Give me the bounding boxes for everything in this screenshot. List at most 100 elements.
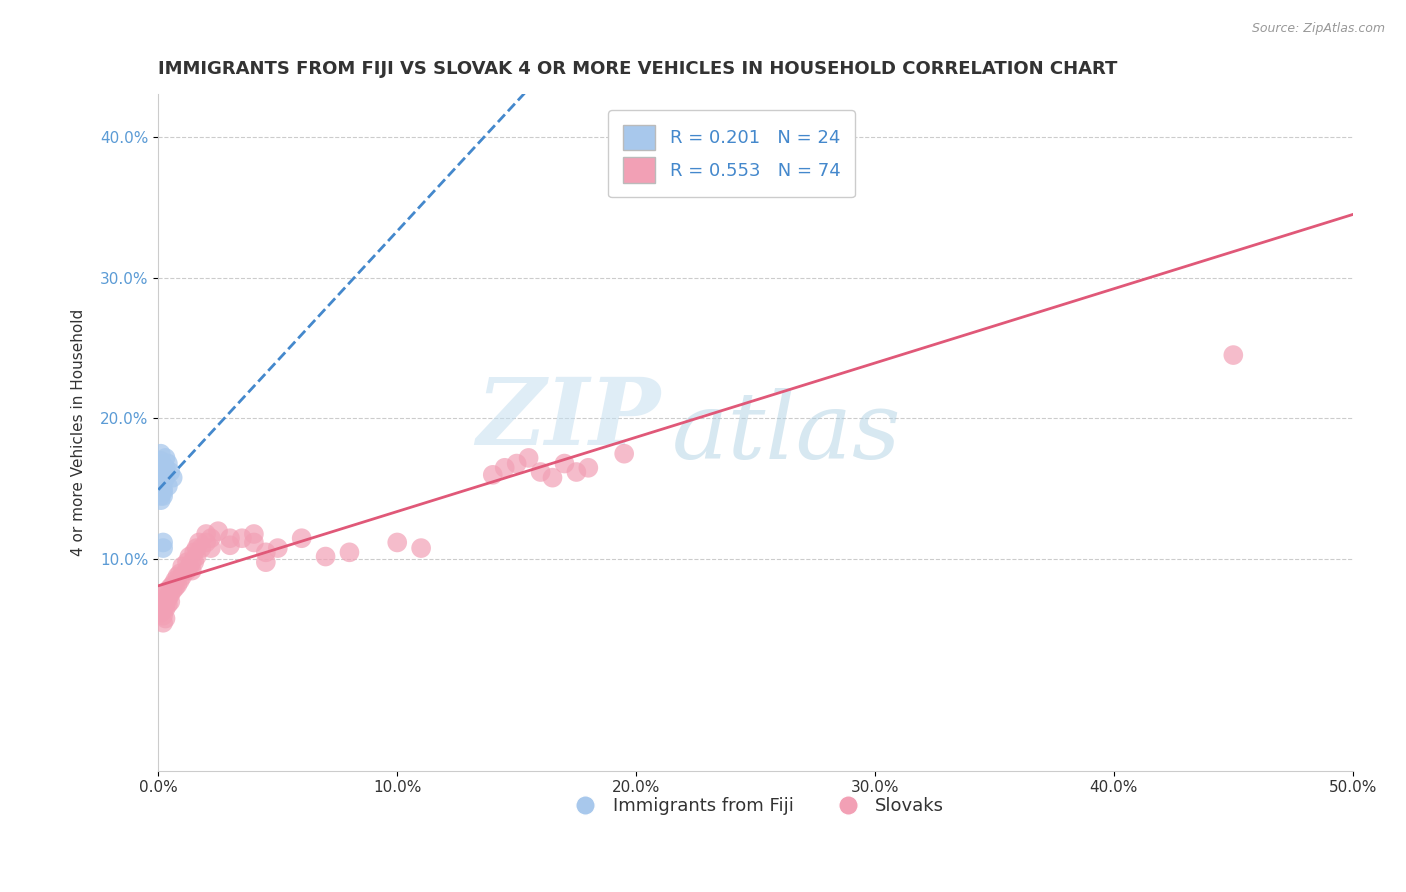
Point <box>155 594 177 608</box>
Point <box>529 465 551 479</box>
Point <box>155 611 177 625</box>
Point <box>155 460 177 475</box>
Point <box>159 581 181 595</box>
Point <box>613 447 636 461</box>
Point <box>152 475 174 489</box>
Point <box>231 531 253 545</box>
Point <box>155 470 177 484</box>
Point <box>254 555 277 569</box>
Point <box>195 527 218 541</box>
Legend: Immigrants from Fiji, Slovaks: Immigrants from Fiji, Slovaks <box>560 790 950 822</box>
Point <box>565 465 588 479</box>
Point <box>183 555 205 569</box>
Point <box>180 555 202 569</box>
Point <box>541 470 564 484</box>
Point <box>152 608 174 623</box>
Point <box>162 583 184 598</box>
Point <box>179 549 201 564</box>
Point <box>169 574 191 588</box>
Point <box>149 482 172 496</box>
Point <box>179 559 201 574</box>
Point <box>176 555 198 569</box>
Point <box>156 598 179 612</box>
Point <box>152 460 174 475</box>
Point <box>387 535 409 549</box>
Point <box>155 588 177 602</box>
Point <box>152 489 174 503</box>
Point <box>149 493 172 508</box>
Point <box>149 457 172 471</box>
Point <box>254 545 277 559</box>
Point <box>156 583 179 598</box>
Point <box>200 531 222 545</box>
Point <box>149 454 172 468</box>
Point <box>756 172 779 186</box>
Point <box>243 535 266 549</box>
Point <box>165 581 187 595</box>
Point <box>152 594 174 608</box>
Point <box>339 545 361 559</box>
Point <box>180 564 202 578</box>
Point <box>149 598 172 612</box>
Point <box>183 545 205 559</box>
Point <box>152 535 174 549</box>
Point <box>172 559 194 574</box>
Point <box>176 564 198 578</box>
Point <box>156 457 179 471</box>
Point <box>505 457 527 471</box>
Point <box>553 457 575 471</box>
Point <box>152 467 174 482</box>
Point <box>243 527 266 541</box>
Point <box>155 450 177 465</box>
Point <box>481 467 503 482</box>
Point <box>152 591 174 606</box>
Point <box>188 535 211 549</box>
Point <box>195 535 218 549</box>
Point <box>219 538 242 552</box>
Point <box>152 484 174 499</box>
Point <box>162 578 184 592</box>
Point <box>152 541 174 555</box>
Point <box>186 549 208 564</box>
Point <box>149 601 172 615</box>
Text: ZIP: ZIP <box>475 374 659 464</box>
Point <box>166 578 188 592</box>
Text: atlas: atlas <box>672 387 901 477</box>
Point <box>267 541 290 555</box>
Y-axis label: 4 or more Vehicles in Household: 4 or more Vehicles in Household <box>72 309 86 557</box>
Point <box>165 574 187 588</box>
Point <box>207 524 229 538</box>
Point <box>159 594 181 608</box>
Point <box>149 479 172 493</box>
Text: IMMIGRANTS FROM FIJI VS SLOVAK 4 OR MORE VEHICLES IN HOUSEHOLD CORRELATION CHART: IMMIGRANTS FROM FIJI VS SLOVAK 4 OR MORE… <box>159 60 1118 78</box>
Point <box>172 569 194 583</box>
Text: Source: ZipAtlas.com: Source: ZipAtlas.com <box>1251 22 1385 36</box>
Point <box>156 591 179 606</box>
Point <box>159 465 181 479</box>
Point <box>155 598 177 612</box>
Point <box>169 566 191 581</box>
Point <box>159 588 181 602</box>
Point <box>411 541 433 555</box>
Point <box>152 482 174 496</box>
Point <box>152 615 174 630</box>
Point <box>494 460 516 475</box>
Point <box>190 541 212 555</box>
Point <box>200 541 222 555</box>
Point <box>149 447 172 461</box>
Point <box>219 531 242 545</box>
Point <box>149 489 172 503</box>
Point <box>291 531 314 545</box>
Point <box>166 569 188 583</box>
Point <box>149 606 172 620</box>
Point <box>152 601 174 615</box>
Point <box>162 470 184 484</box>
Point <box>517 450 540 465</box>
Point <box>315 549 337 564</box>
Point <box>1222 348 1244 362</box>
Point <box>156 479 179 493</box>
Point <box>576 460 599 475</box>
Point <box>186 541 208 555</box>
Point <box>152 598 174 612</box>
Point <box>149 484 172 499</box>
